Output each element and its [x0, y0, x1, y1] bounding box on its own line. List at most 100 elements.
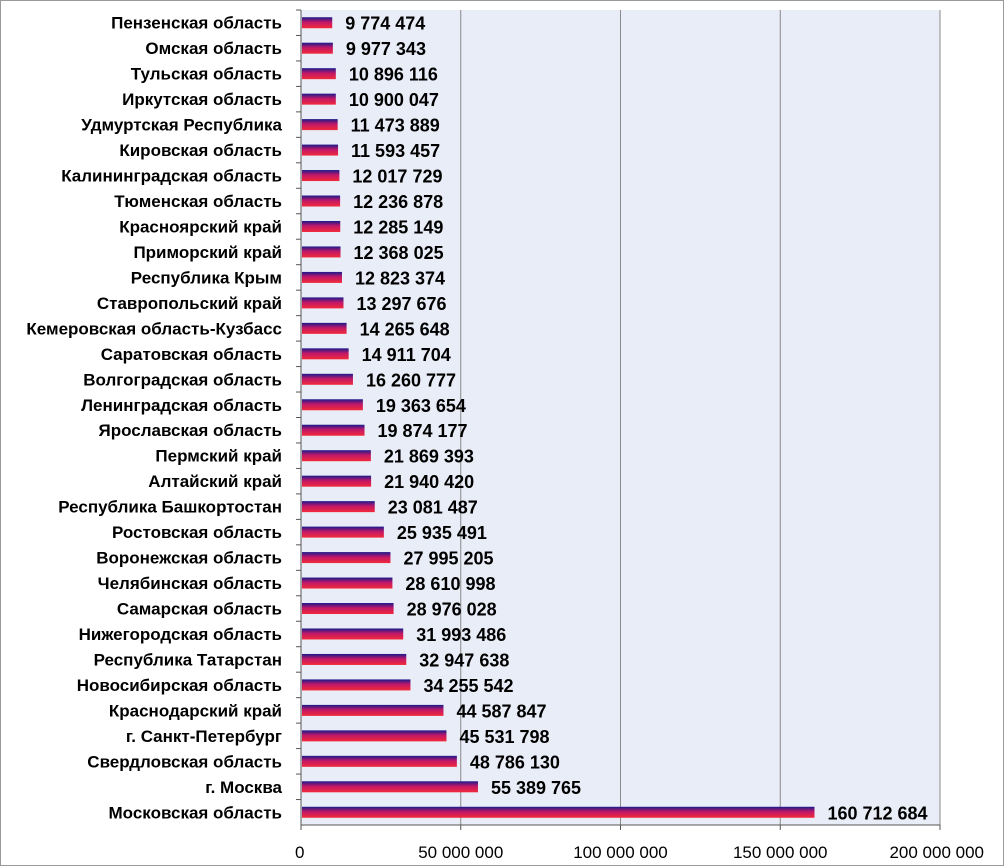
value-label: 48 786 130: [470, 752, 560, 772]
value-label: 12 017 729: [352, 167, 442, 187]
category-label: Свердловская область: [87, 752, 282, 771]
value-label: 14 265 648: [360, 319, 450, 339]
gridlines: [460, 10, 941, 825]
bar: [302, 144, 339, 156]
value-label: 10 896 116: [349, 65, 438, 85]
category-label: Ленинградская область: [81, 396, 282, 415]
bar: [302, 17, 333, 29]
bar: [302, 246, 341, 258]
category-label: Новосибирская область: [77, 676, 282, 695]
category-label: Алтайский край: [148, 472, 282, 491]
value-label: 16 260 777: [366, 370, 456, 390]
category-label: Краснодарский край: [109, 701, 282, 720]
bar: [302, 297, 344, 309]
value-label: 14 911 704: [362, 345, 451, 365]
category-label: Саратовская область: [101, 345, 282, 364]
bar: [302, 170, 340, 182]
category-label: Челябинская область: [98, 574, 282, 593]
category-label: Кемеровская область-Кузбасс: [26, 319, 282, 338]
value-label: 11 593 457: [351, 141, 440, 161]
bar: [302, 399, 363, 411]
value-label: 21 940 420: [384, 472, 474, 492]
value-label: 31 993 486: [416, 625, 506, 645]
value-label: 12 823 374: [355, 268, 445, 288]
category-label: Воронежская область: [96, 549, 282, 568]
bar: [302, 42, 333, 54]
category-label: г. Санкт-Петербург: [126, 727, 282, 746]
x-tick-label: 200 000 000: [889, 843, 984, 862]
bar: [302, 755, 457, 767]
category-label: Красноярский край: [119, 217, 282, 236]
category-label: Республика Крым: [131, 268, 282, 287]
value-label: 55 389 765: [491, 778, 581, 798]
value-label: 12 368 025: [354, 243, 444, 263]
bar: [302, 348, 349, 360]
category-label: Удмуртская Республика: [81, 116, 282, 135]
category-label: г. Москва: [205, 778, 282, 797]
value-label: 44 587 847: [456, 701, 546, 721]
bar: [302, 271, 342, 283]
category-label: Иркутская область: [122, 90, 282, 109]
category-label: Ярославская область: [98, 421, 282, 440]
bar: [302, 68, 336, 80]
value-label: 9 774 474: [345, 14, 425, 34]
value-label: 25 935 491: [397, 523, 487, 543]
axes: [296, 9, 941, 830]
category-label: Волгоградская область: [83, 370, 282, 389]
category-label: Ростовская область: [112, 523, 282, 542]
value-label: 23 081 487: [388, 498, 478, 518]
category-label: Республика Татарстан: [94, 650, 282, 669]
category-label: Кировская область: [119, 141, 282, 160]
bar: [302, 93, 336, 105]
category-label: Республика Башкортостан: [58, 498, 282, 517]
category-label: Приморский край: [133, 243, 282, 262]
value-label: 10 900 047: [349, 90, 439, 110]
category-label: Пермский край: [155, 447, 282, 466]
bar: [302, 424, 365, 436]
category-label: Омская область: [145, 39, 282, 58]
value-label: 19 874 177: [377, 421, 467, 441]
value-label: 12 236 878: [353, 192, 443, 212]
category-label: Самарская область: [117, 600, 282, 619]
x-tick-label: 150 000 000: [733, 843, 828, 862]
x-tick-label: 100 000 000: [573, 843, 668, 862]
value-label: 160 712 684: [827, 803, 927, 823]
bar: [302, 730, 447, 742]
bar: [302, 450, 371, 462]
bar: [302, 628, 404, 640]
labels: 0 50 000 000 100 000 000 150 000 000 200 000…: [26, 14, 984, 862]
category-label: Тюменская область: [114, 192, 282, 211]
bar: [302, 781, 478, 793]
category-label: Московская область: [109, 803, 282, 822]
value-label: 19 363 654: [376, 396, 466, 416]
value-label: 28 976 028: [407, 600, 497, 620]
bar: [302, 806, 815, 818]
bar: [302, 501, 375, 513]
value-label: 12 285 149: [353, 217, 443, 237]
value-label: 45 531 798: [459, 727, 549, 747]
bar: [302, 475, 372, 487]
bar: [302, 603, 394, 615]
bar: [302, 119, 338, 131]
bar: [302, 577, 393, 589]
value-label: 34 255 542: [423, 676, 513, 696]
bar: [302, 373, 353, 385]
bar: [302, 552, 391, 564]
value-label: 13 297 676: [356, 294, 446, 314]
bar: [302, 220, 341, 232]
category-label: Нижегородская область: [79, 625, 282, 644]
value-label: 9 977 343: [346, 39, 426, 59]
value-label: 32 947 638: [419, 650, 509, 670]
x-tick-label: 0: [295, 843, 304, 862]
bars: [302, 17, 815, 818]
bar: [302, 704, 444, 716]
x-tick-label: 50 000 000: [418, 843, 503, 862]
category-label: Калининградская область: [61, 167, 282, 186]
bar: [302, 195, 341, 207]
bar: [302, 653, 407, 665]
value-label: 21 869 393: [384, 447, 474, 467]
category-label: Ставропольский край: [97, 294, 282, 313]
category-label: Тульская область: [131, 65, 282, 84]
value-label: 27 995 205: [403, 549, 493, 569]
